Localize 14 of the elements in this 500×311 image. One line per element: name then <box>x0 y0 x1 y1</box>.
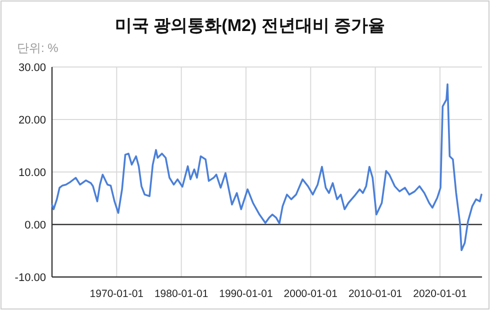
chart-title: 미국 광의통화(M2) 전년대비 증가율 <box>114 16 386 35</box>
text: 단위: % <box>17 41 59 55</box>
x-tick-label: 2000-01-01 <box>284 288 338 300</box>
y-tick-label: 30.00 <box>18 62 46 74</box>
x-tick-label: 1970-01-01 <box>90 288 144 300</box>
x-tick-label: 2020-01-01 <box>413 288 467 300</box>
y-tick-label: 20.00 <box>18 114 46 126</box>
y-tick-label: 10.00 <box>18 167 46 179</box>
line-series <box>51 83 482 252</box>
y-tick-label: 0.00 <box>24 220 46 232</box>
x-tick-label: 2010-01-01 <box>348 288 402 300</box>
x-tick-label: 1980-01-01 <box>154 288 208 300</box>
x-tick-label: 1990-01-01 <box>219 288 273 300</box>
y-tick-label: -10.00 <box>14 272 46 284</box>
